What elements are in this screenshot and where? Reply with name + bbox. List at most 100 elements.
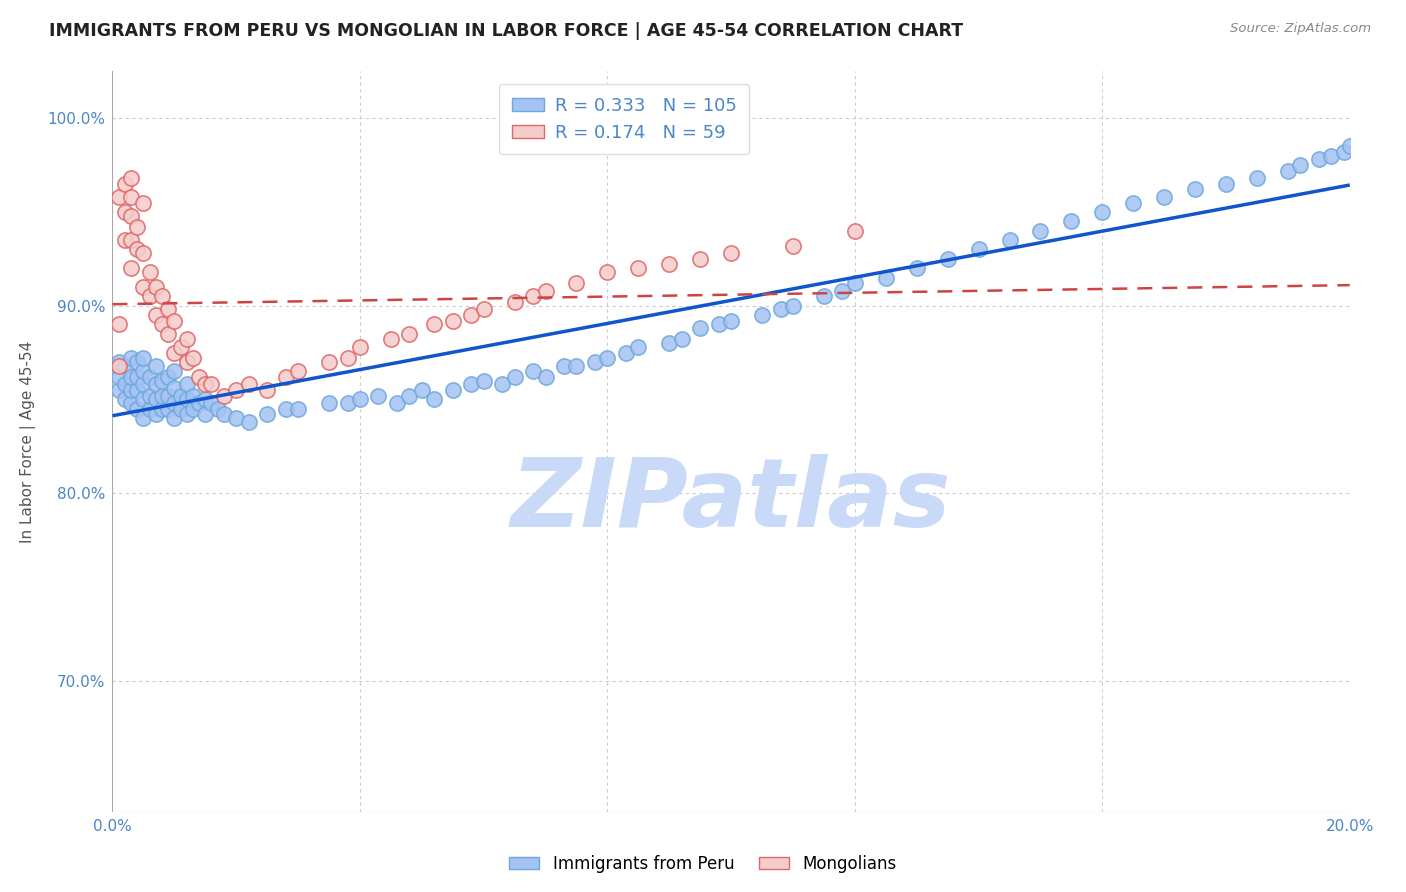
Y-axis label: In Labor Force | Age 45-54: In Labor Force | Age 45-54 <box>21 341 37 542</box>
Point <box>614 345 637 359</box>
Point <box>720 246 742 260</box>
Point <box>107 190 129 204</box>
Point <box>782 238 804 252</box>
Point <box>596 265 619 279</box>
Point <box>1308 153 1330 167</box>
Point <box>120 233 142 247</box>
Point <box>127 243 149 257</box>
Point <box>238 415 260 429</box>
Legend: R = 0.333   N = 105, R = 0.174   N = 59: R = 0.333 N = 105, R = 0.174 N = 59 <box>499 84 749 154</box>
Point <box>423 318 446 332</box>
Point <box>138 289 160 303</box>
Point <box>769 302 792 317</box>
Point <box>176 355 198 369</box>
Point <box>120 383 142 397</box>
Point <box>163 381 186 395</box>
Point <box>274 401 297 416</box>
Point <box>150 389 173 403</box>
Point <box>256 408 278 422</box>
Point <box>274 370 297 384</box>
Point <box>120 396 142 410</box>
Point <box>522 364 544 378</box>
Point <box>1091 205 1114 219</box>
Point <box>127 355 149 369</box>
Point <box>176 392 198 407</box>
Point <box>367 389 389 403</box>
Point <box>107 355 129 369</box>
Point <box>905 261 928 276</box>
Point <box>1289 158 1312 172</box>
Point <box>194 377 217 392</box>
Point <box>411 383 433 397</box>
Point <box>398 389 420 403</box>
Point <box>238 377 260 392</box>
Point <box>844 224 866 238</box>
Point <box>132 364 155 378</box>
Point <box>503 294 526 309</box>
Point <box>318 396 340 410</box>
Point <box>127 383 149 397</box>
Point <box>875 270 897 285</box>
Point <box>534 370 557 384</box>
Point <box>936 252 959 266</box>
Point <box>207 401 229 416</box>
Point <box>831 284 853 298</box>
Point <box>423 392 446 407</box>
Point <box>1333 145 1355 159</box>
Point <box>181 401 204 416</box>
Point <box>138 370 160 384</box>
Point <box>157 302 180 317</box>
Point <box>150 401 173 416</box>
Point <box>460 308 482 322</box>
Point <box>107 359 129 373</box>
Point <box>380 332 402 346</box>
Point <box>132 246 155 260</box>
Text: ZIPatlas: ZIPatlas <box>510 454 952 548</box>
Point <box>120 370 142 384</box>
Point <box>132 411 155 425</box>
Point <box>120 209 142 223</box>
Point <box>689 321 711 335</box>
Point <box>751 308 773 322</box>
Point <box>114 233 136 247</box>
Point <box>318 355 340 369</box>
Point <box>212 389 235 403</box>
Point <box>998 233 1021 247</box>
Point <box>1060 214 1083 228</box>
Point <box>200 396 222 410</box>
Point <box>671 332 693 346</box>
Point <box>120 261 142 276</box>
Point <box>127 370 149 384</box>
Point <box>157 389 180 403</box>
Point <box>1029 224 1052 238</box>
Point <box>114 177 136 191</box>
Point <box>176 332 198 346</box>
Point <box>150 289 173 303</box>
Point <box>596 351 619 365</box>
Point <box>194 408 217 422</box>
Point <box>145 359 167 373</box>
Point <box>181 389 204 403</box>
Point <box>720 313 742 327</box>
Point <box>181 351 204 365</box>
Point <box>336 351 359 365</box>
Point <box>138 389 160 403</box>
Point <box>120 351 142 365</box>
Legend: Immigrants from Peru, Mongolians: Immigrants from Peru, Mongolians <box>502 848 904 880</box>
Point <box>503 370 526 384</box>
Point <box>522 289 544 303</box>
Point <box>813 289 835 303</box>
Point <box>145 280 167 294</box>
Point <box>627 261 650 276</box>
Point <box>138 265 160 279</box>
Point <box>212 408 235 422</box>
Point <box>1320 149 1343 163</box>
Point <box>782 299 804 313</box>
Point <box>441 313 464 327</box>
Point <box>157 370 180 384</box>
Point <box>534 284 557 298</box>
Point <box>689 252 711 266</box>
Point <box>967 243 990 257</box>
Point <box>349 392 371 407</box>
Point <box>132 280 155 294</box>
